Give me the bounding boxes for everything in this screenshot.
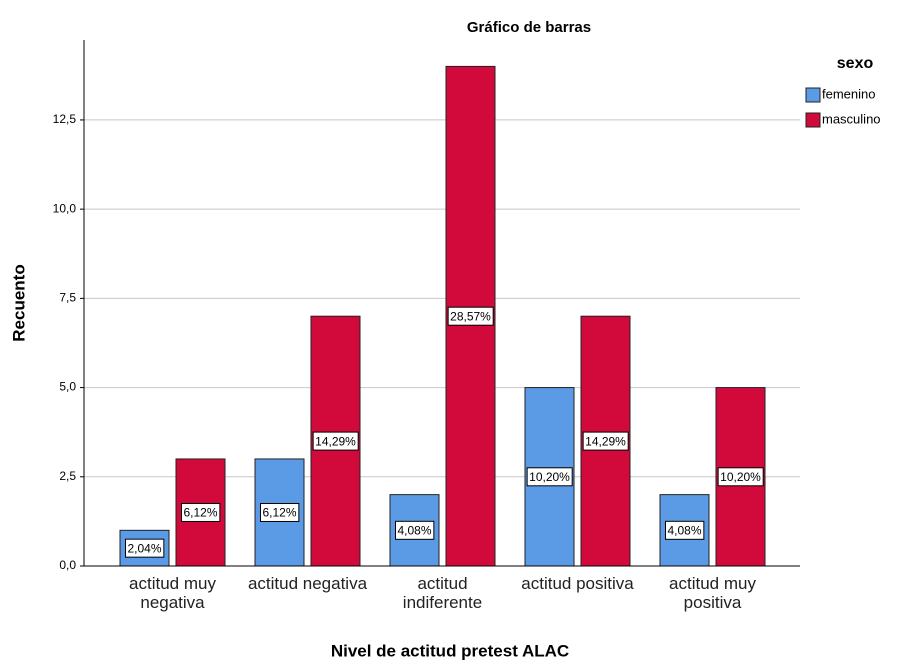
data-label-box (447, 306, 494, 326)
legend-label: femenino (822, 86, 875, 101)
y-axis-label: Recuento (9, 264, 28, 341)
chart-title: Gráfico de barras (467, 19, 591, 36)
data-label-box (124, 538, 165, 558)
data-label: 10,20% (529, 470, 570, 484)
legend-swatch (805, 112, 821, 128)
y-tick-label: 7,5 (59, 291, 76, 305)
x-tick-label: actitud muy negativa (129, 574, 216, 612)
legend-swatch (805, 87, 821, 103)
data-label-box (526, 467, 573, 487)
legend-label: masculino (822, 111, 881, 126)
x-tick-label: actitud indiferente (402, 574, 483, 612)
y-tick-label: 10,0 (53, 201, 77, 215)
legend-title: sexo (837, 55, 874, 72)
y-tick-label: 0,0 (59, 558, 76, 572)
data-label: 4,08% (667, 523, 701, 537)
data-label: 28,57% (450, 309, 491, 323)
data-label: 6,12% (262, 506, 296, 520)
data-label-box (312, 431, 359, 451)
data-label-box (717, 467, 764, 487)
data-label-box (259, 502, 300, 522)
data-label: 4,08% (397, 523, 431, 537)
x-tick-label: actitud muy positiva (669, 574, 756, 612)
data-label-box (180, 502, 221, 522)
y-tick-label: 2,5 (59, 469, 76, 483)
x-axis-label: Nivel de actitud pretest ALAC (331, 641, 569, 660)
data-label-box (582, 431, 629, 451)
x-tick-label: actitud negativa (247, 574, 368, 593)
x-tick-label: actitud positiva (521, 574, 634, 593)
data-label-box (394, 520, 435, 540)
data-label: 2,04% (127, 541, 161, 555)
data-label: 14,29% (585, 434, 626, 448)
data-label-box (664, 520, 705, 540)
y-tick-label: 5,0 (59, 380, 76, 394)
data-label: 10,20% (720, 470, 761, 484)
data-label: 14,29% (315, 434, 356, 448)
y-tick-label: 12,5 (53, 112, 77, 126)
data-label: 6,12% (183, 506, 217, 520)
